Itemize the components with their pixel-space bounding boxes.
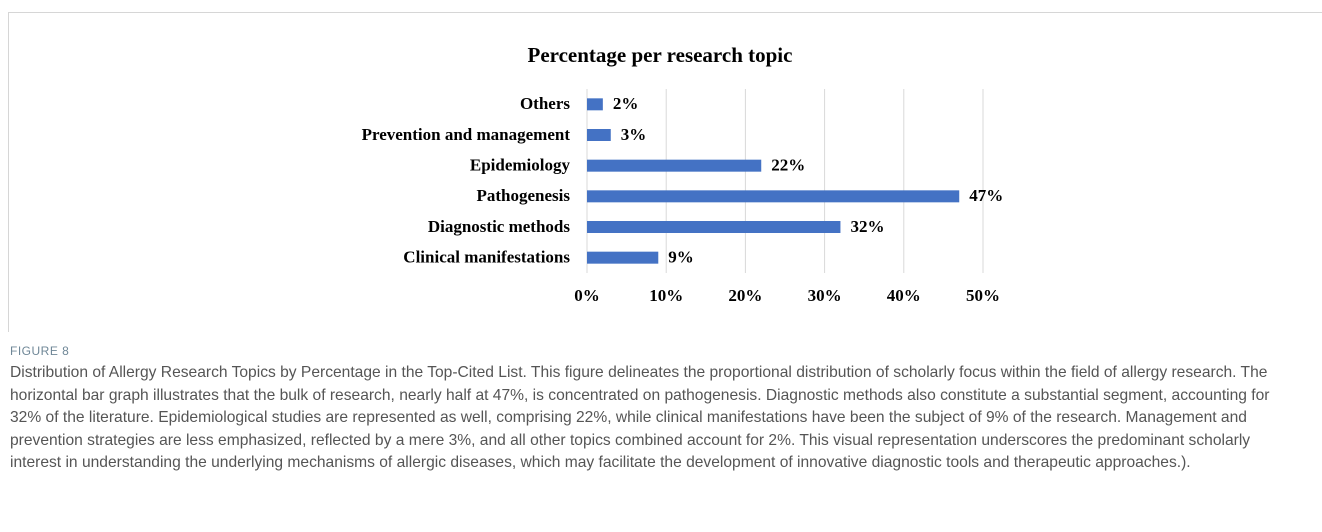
bar bbox=[587, 251, 659, 264]
x-tick-label: 0% bbox=[574, 286, 600, 305]
y-tick-label: Others bbox=[520, 94, 570, 113]
x-tick-label: 40% bbox=[887, 286, 921, 305]
y-tick-label: Diagnostic methods bbox=[428, 217, 571, 236]
bar bbox=[587, 221, 841, 233]
value-label: 32% bbox=[850, 217, 884, 236]
value-label: 22% bbox=[771, 156, 805, 175]
bar bbox=[587, 98, 603, 111]
value-label: 2% bbox=[613, 94, 639, 113]
x-tick-label: 30% bbox=[808, 286, 842, 305]
y-tick-label: Pathogenesis bbox=[477, 186, 571, 205]
bar bbox=[587, 190, 960, 203]
figure-caption: Distribution of Allergy Research Topics … bbox=[10, 364, 1270, 471]
x-tick-label: 50% bbox=[966, 286, 1000, 305]
chart: Percentage per research topic 0% 10% 20% 30… bbox=[362, 43, 1004, 305]
y-tick-label: Prevention and management bbox=[362, 125, 571, 144]
figure-frame bbox=[8, 12, 1322, 332]
chart-title: Percentage per research topic bbox=[528, 43, 793, 67]
value-label: 9% bbox=[668, 248, 694, 267]
bar bbox=[587, 159, 762, 172]
x-tick-label: 20% bbox=[728, 286, 762, 305]
figure-label: FIGURE 8 bbox=[10, 344, 70, 358]
y-tick-label: Epidemiology bbox=[470, 156, 571, 175]
value-label: 47% bbox=[969, 186, 1003, 205]
value-label: 3% bbox=[621, 125, 647, 144]
bar bbox=[587, 129, 611, 141]
y-tick-label: Clinical manifestations bbox=[403, 248, 570, 267]
x-tick-label: 10% bbox=[649, 286, 683, 305]
